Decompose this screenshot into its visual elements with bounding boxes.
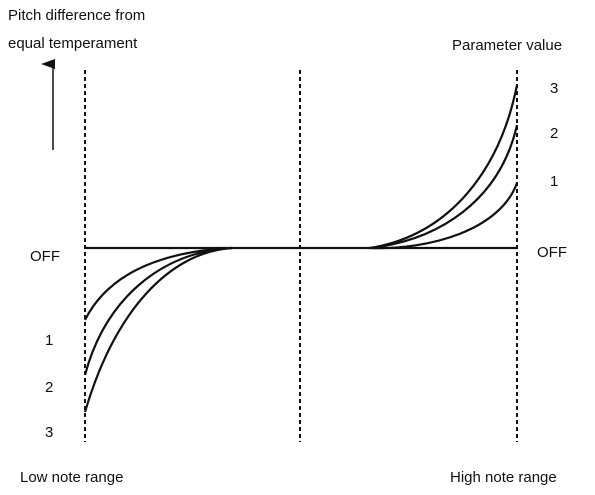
curve <box>83 246 233 376</box>
axis-label: Pitch difference from <box>8 7 145 24</box>
left-label: 3 <box>45 424 53 441</box>
curve <box>369 84 519 250</box>
right-label: 2 <box>550 125 558 142</box>
footer-label: Low note range <box>20 469 123 486</box>
footer-label: High note range <box>450 469 557 486</box>
right-label: 3 <box>550 80 558 97</box>
left-label: 1 <box>45 332 53 349</box>
parameter-title: Parameter value <box>452 37 562 54</box>
right-label: 1 <box>550 173 558 190</box>
left-label: OFF <box>30 248 60 265</box>
right-label: OFF <box>537 244 567 261</box>
curve <box>84 246 233 321</box>
curve <box>83 246 233 413</box>
curve <box>369 124 519 250</box>
left-label: 2 <box>45 379 53 396</box>
curve <box>369 182 519 250</box>
axis-label: equal temperament <box>8 35 138 52</box>
